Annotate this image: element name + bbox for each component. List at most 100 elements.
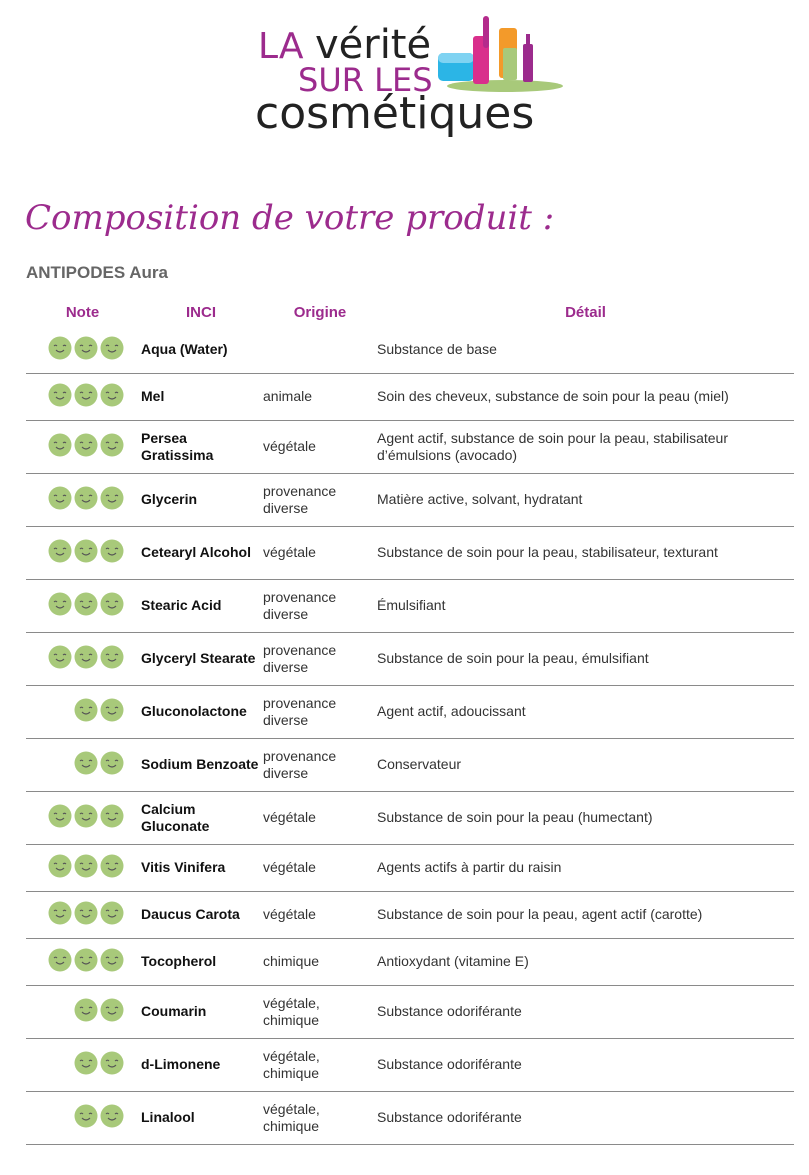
inci-cell: Stearic Acid xyxy=(139,579,263,633)
detail-cell: Agents actifs à partir du raisin xyxy=(377,844,794,892)
origin-cell: végétale xyxy=(263,420,377,474)
inci-cell: Tocopherol xyxy=(139,938,263,986)
smiley-icon xyxy=(100,433,123,456)
inci-cell: Mel xyxy=(139,373,263,421)
detail-cell: Antioxydant (vitamine E) xyxy=(377,938,794,986)
smiley-icon xyxy=(100,383,123,406)
smiley-icon xyxy=(74,751,97,774)
detail-cell: Substance odoriférante xyxy=(377,1091,794,1145)
inci-cell: Vitis Vinifera xyxy=(139,844,263,892)
inci-cell: Calcium Gluconate xyxy=(139,791,263,845)
smiley-icon xyxy=(100,336,123,360)
smiley-icon xyxy=(100,998,123,1021)
rating-cell xyxy=(26,985,139,1039)
rating-cell xyxy=(26,632,139,686)
origin-cell: provenance diverse xyxy=(263,579,377,633)
inci-cell: Coumarin xyxy=(139,985,263,1039)
site-logo[interactable]: LA vérité SUR LES cosmétiques xyxy=(255,8,575,148)
logo-small: LA xyxy=(258,26,304,67)
smiley-icon xyxy=(74,486,97,509)
page-heading: Composition de votre produit : xyxy=(25,198,555,238)
smiley-icon xyxy=(100,854,123,877)
table-row: Stearic Acid provenance diverse Émulsifian… xyxy=(26,579,794,633)
detail-cell: Matière active, solvant, hydratant xyxy=(377,473,794,527)
smiley-icon xyxy=(74,383,97,406)
logo-line3: cosmétiques xyxy=(255,88,535,139)
smiley-icon xyxy=(100,486,123,509)
inci-cell: Linalool xyxy=(139,1091,263,1145)
origin-cell: végétale xyxy=(263,791,377,845)
detail-cell: Conservateur xyxy=(377,738,794,792)
table-row: Glycerin provenance diverse Matière active… xyxy=(26,473,794,527)
smiley-icon xyxy=(100,698,123,721)
origin-cell: végétale, chimique xyxy=(263,985,377,1039)
smiley-icon xyxy=(74,592,97,615)
smiley-icon xyxy=(100,539,123,562)
smiley-icon xyxy=(48,336,71,360)
rating-cell xyxy=(26,420,139,474)
detail-cell: Substance odoriférante xyxy=(377,1038,794,1092)
rating-cell xyxy=(26,891,139,939)
table-row: Gluconolactone provenance diverse Agent ac… xyxy=(26,685,794,739)
smiley-icon xyxy=(100,645,123,668)
smiley-icon xyxy=(48,901,71,924)
header-inci: INCI xyxy=(186,303,216,321)
inci-cell: d-Limonene xyxy=(139,1038,263,1092)
origin-cell: végétale, chimique xyxy=(263,1038,377,1092)
table-row: Vitis Vinifera végétale Agents actifs à pa… xyxy=(26,844,794,892)
logo-line2: SUR LES xyxy=(298,61,433,99)
table-row: Linalool végétale, chimique Substance odor… xyxy=(26,1091,794,1145)
smiley-icon xyxy=(48,539,71,562)
smiley-icon xyxy=(48,804,71,827)
smiley-icon xyxy=(74,645,97,668)
smiley-icon xyxy=(100,901,123,924)
rating-cell xyxy=(26,373,139,421)
origin-cell: végétale xyxy=(263,844,377,892)
rating-cell xyxy=(26,579,139,633)
smiley-icon xyxy=(74,998,97,1021)
detail-cell: Agent actif, adoucissant xyxy=(377,685,794,739)
smiley-icon xyxy=(74,1104,97,1127)
product-name: ANTIPODES Aura xyxy=(26,263,169,282)
rating-cell xyxy=(26,685,139,739)
table-row: Daucus Carota végétale Substance de soin p… xyxy=(26,891,794,939)
inci-cell: Glycerin xyxy=(139,473,263,527)
inci-cell: Aqua (Water) xyxy=(139,327,263,374)
table-row: Persea Gratissima végétale Agent actif, su… xyxy=(26,420,794,474)
smiley-icon xyxy=(48,592,71,615)
smiley-icon xyxy=(48,854,71,877)
rating-cell xyxy=(26,1038,139,1092)
inci-cell: Persea Gratissima xyxy=(139,420,263,474)
table-row: Sodium Benzoate provenance diverse Conserv… xyxy=(26,738,794,792)
origin-cell: animale xyxy=(263,373,377,421)
table-row: Coumarin végétale, chimique Substance odor… xyxy=(26,985,794,1039)
smiley-icon xyxy=(48,383,71,406)
smiley-icon xyxy=(48,948,71,971)
smiley-icon xyxy=(48,486,71,509)
origin-cell: provenance diverse xyxy=(263,632,377,686)
smiley-icon xyxy=(74,1051,97,1074)
ingredients-table: Note INCI Origine Détail Aqua (Water) Sub… xyxy=(26,297,794,1145)
smiley-icon xyxy=(100,751,123,774)
smiley-icon xyxy=(100,1051,123,1074)
smiley-icon xyxy=(74,698,97,721)
detail-cell: Substance de soin pour la peau, émulsifi… xyxy=(377,632,794,686)
origin-cell: végétale xyxy=(263,526,377,580)
table-row: Calcium Gluconate végétale Substance de so… xyxy=(26,791,794,845)
smiley-icon xyxy=(48,433,71,456)
logo-line1: LA vérité xyxy=(258,22,431,68)
smiley-icon xyxy=(74,948,97,971)
detail-cell: Substance de base xyxy=(377,327,794,374)
smiley-icon xyxy=(74,539,97,562)
detail-cell: Substance de soin pour la peau (humectan… xyxy=(377,791,794,845)
origin-cell: végétale, chimique xyxy=(263,1091,377,1145)
rating-cell xyxy=(26,1091,139,1145)
origin-cell: provenance diverse xyxy=(263,685,377,739)
smiley-icon xyxy=(100,948,123,971)
detail-cell: Émulsifiant xyxy=(377,579,794,633)
rating-cell xyxy=(26,526,139,580)
inci-cell: Glyceryl Stearate xyxy=(139,632,263,686)
header-detail: Détail xyxy=(565,303,606,321)
smiley-icon xyxy=(74,854,97,877)
smiley-icon xyxy=(100,592,123,615)
